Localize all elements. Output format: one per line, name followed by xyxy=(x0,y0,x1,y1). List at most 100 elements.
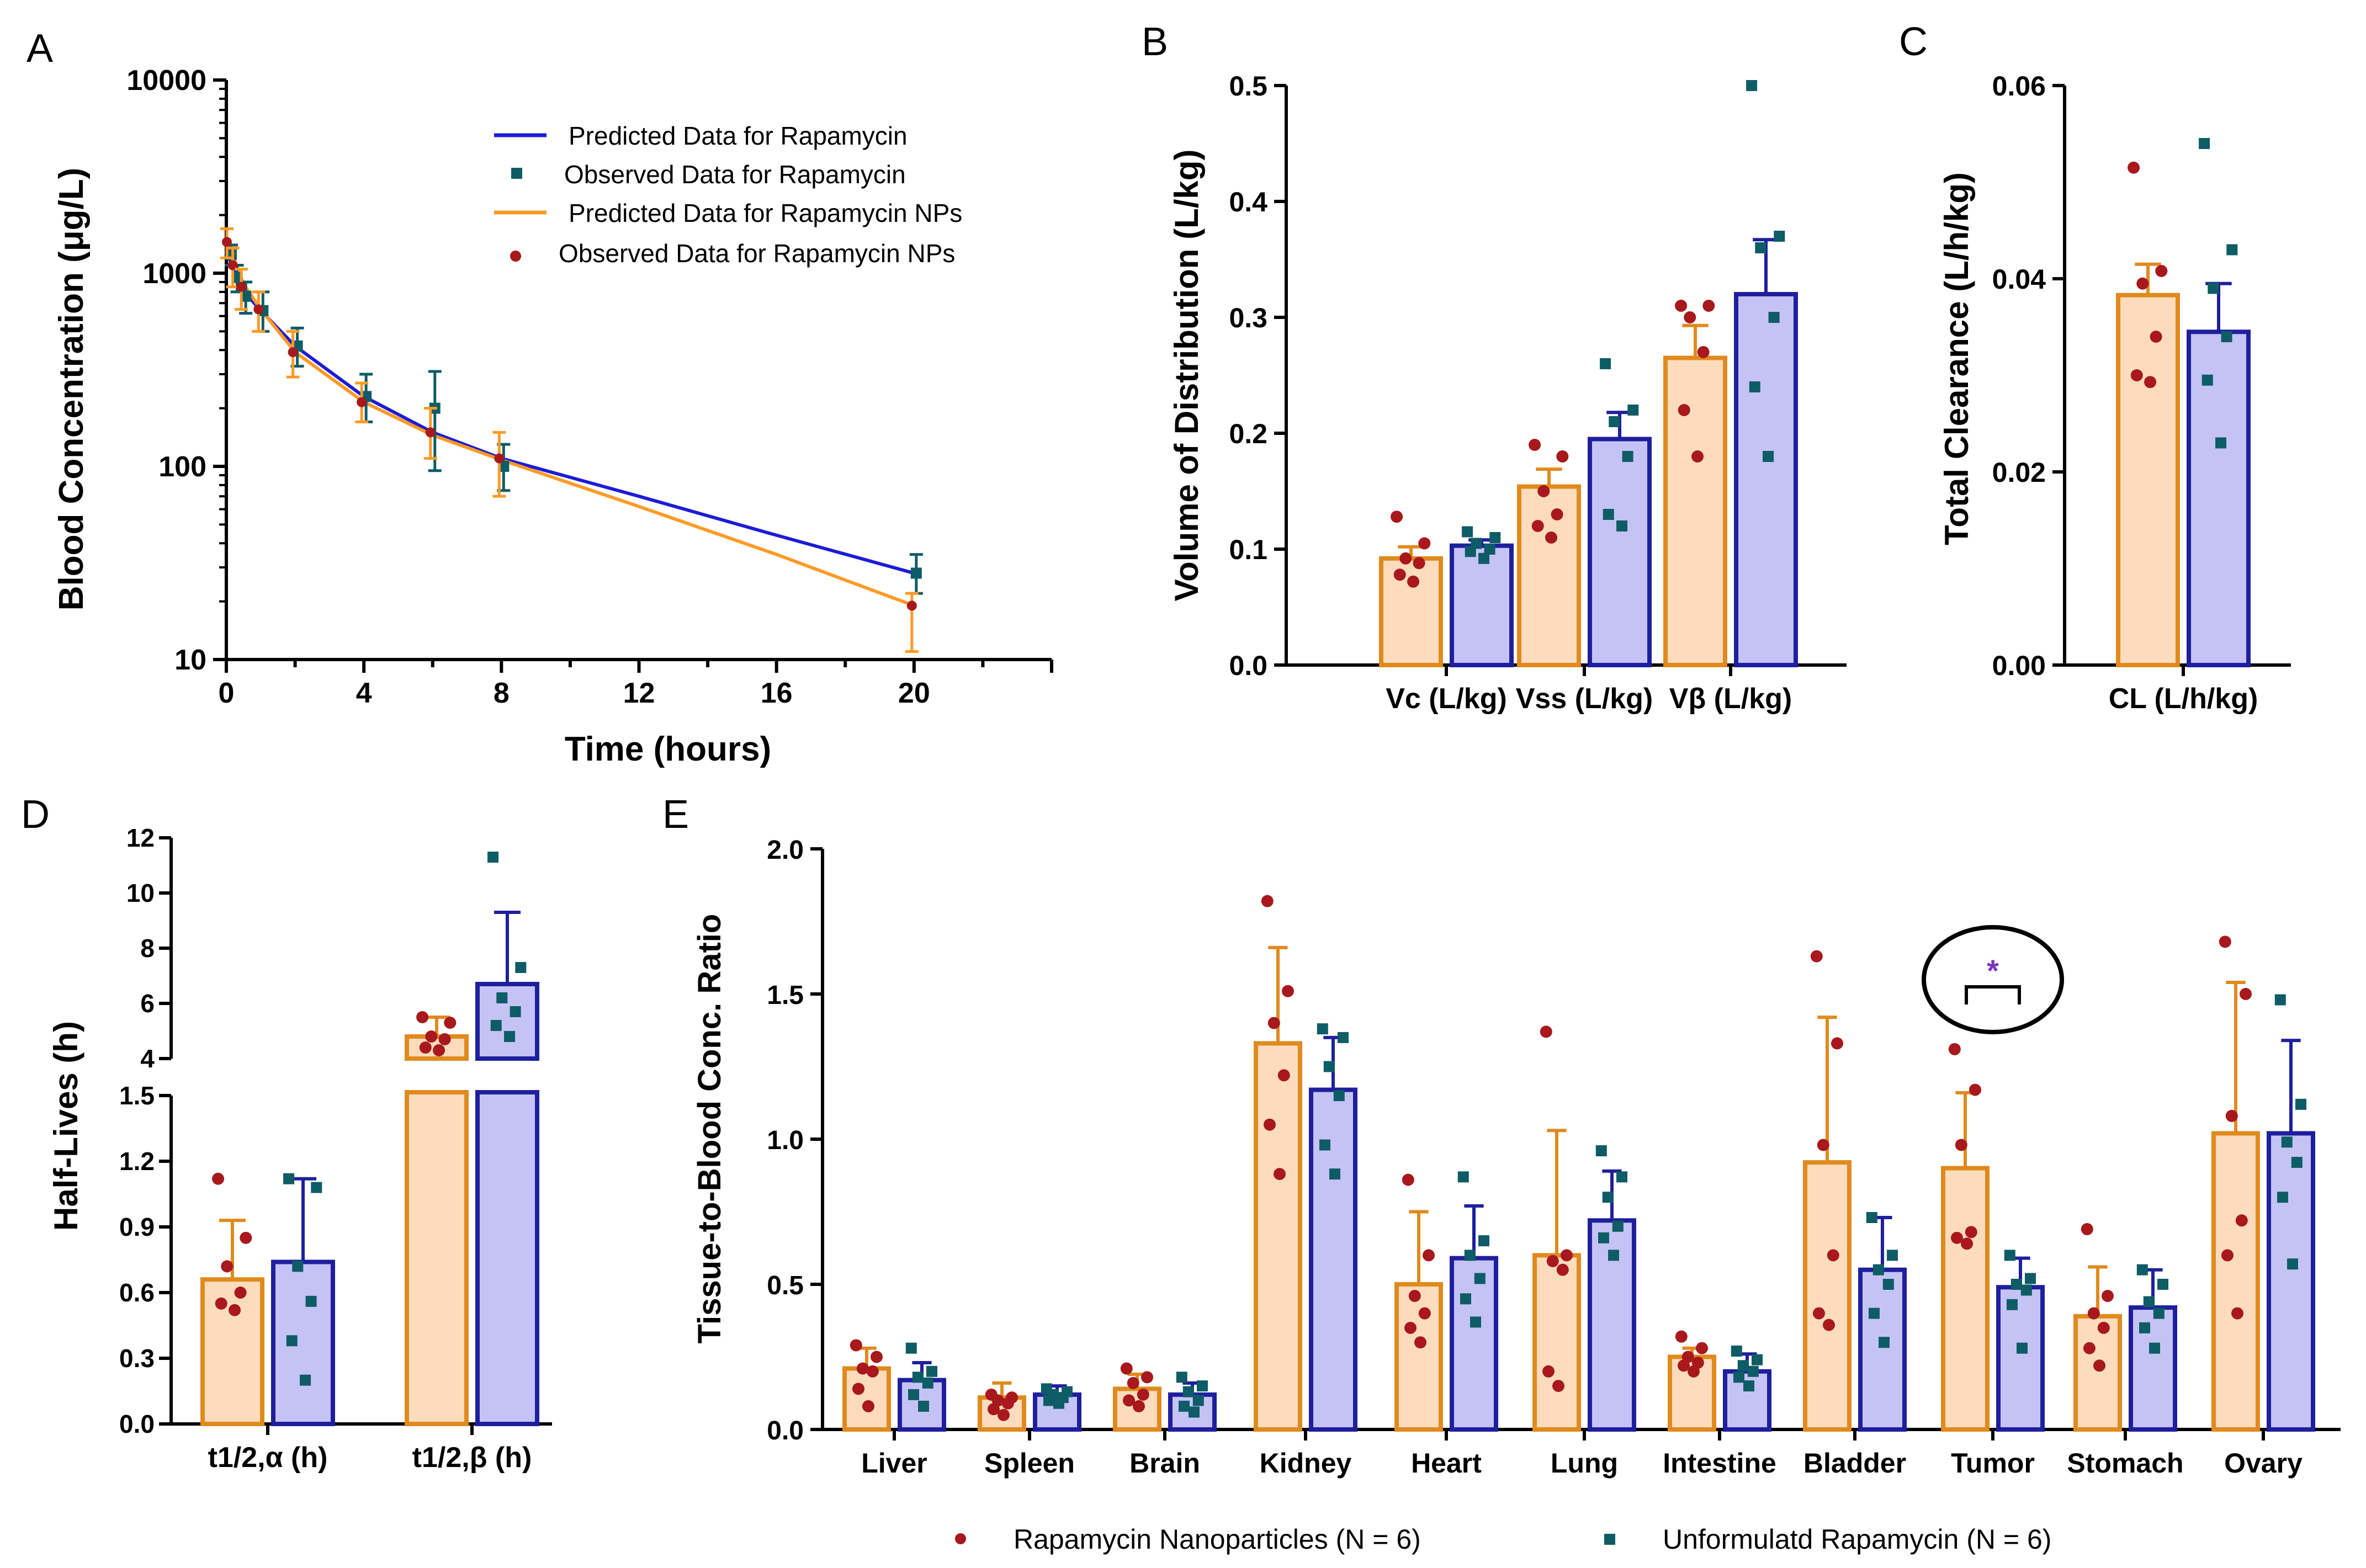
panel-e-np-point xyxy=(1961,1237,1973,1250)
panel-d-bar-lower xyxy=(475,1090,539,1426)
panel-b-np-point xyxy=(1545,531,1558,544)
panel-e-free-point xyxy=(2010,1279,2022,1290)
significance-bracket xyxy=(1965,985,2021,1004)
panel-e-np-point xyxy=(871,1351,883,1363)
panel-b-np-point xyxy=(1531,520,1544,532)
panel-e-np-point xyxy=(1423,1249,1435,1262)
panel-e-free-point xyxy=(2149,1342,2160,1354)
panel-d-free-point xyxy=(305,1295,317,1307)
panel-e-bar xyxy=(1941,1166,1990,1432)
panel-e-np-point xyxy=(1817,1139,1829,1151)
panel-e-free-point xyxy=(1869,1307,1880,1319)
observed-rapamycin-point xyxy=(498,461,510,472)
panel-e-category-label: Kidney xyxy=(1260,1448,1352,1479)
panel-e-bar xyxy=(1858,1267,1907,1432)
panel-b-free-point xyxy=(1746,80,1758,91)
panel-d-category-label: t1/2,α (h) xyxy=(208,1442,328,1474)
panel-b-bar xyxy=(1588,437,1652,667)
panel-e-np-point xyxy=(1120,1362,1133,1375)
panel-e-np-point xyxy=(1418,1307,1431,1320)
panel-d-ytick-label: 0.0 xyxy=(119,1410,155,1438)
panel-e-free-point xyxy=(2136,1264,2148,1275)
panel-e-np-point xyxy=(2240,988,2252,1000)
panel-e-free-point xyxy=(1457,1171,1469,1183)
panel-c-bar xyxy=(2116,293,2180,667)
panel-e-free-point xyxy=(2025,1273,2036,1284)
panel-c-free-point xyxy=(2201,374,2213,386)
panel-e-free-point xyxy=(1182,1386,1194,1397)
panel-e-bar xyxy=(2211,1131,2260,1432)
panel-e-np-point xyxy=(1955,1139,1967,1151)
panel-e-np-point xyxy=(1141,1371,1153,1384)
panel-d-np-point xyxy=(425,1030,438,1043)
legend-e-entry-1: Rapamycin Nanoparticles (N = 6) xyxy=(1014,1524,1421,1555)
observed-nps-point xyxy=(288,347,298,358)
panel-b-bar xyxy=(1663,355,1727,667)
panel-b-np-point xyxy=(1675,300,1688,312)
panel-e-np-point xyxy=(998,1408,1010,1421)
panel-c-ytick-label: 0.04 xyxy=(1992,264,2046,295)
panel-c-free-point xyxy=(2208,283,2219,294)
panel-e-free-point xyxy=(1053,1397,1064,1409)
panel-e-np-point xyxy=(1546,1255,1559,1267)
panel-b-ytick-label: 0.5 xyxy=(1229,71,1267,102)
panel-a-xtick-label: 20 xyxy=(898,677,930,709)
panel-e-category-label: Spleen xyxy=(984,1448,1075,1479)
panel-e-free-point xyxy=(1333,1090,1345,1102)
panel-d-free-point xyxy=(292,1261,304,1272)
panel-e-np-point xyxy=(2231,1307,2243,1320)
panel-d-bar xyxy=(200,1277,264,1426)
panel-a-xtick-label: 0 xyxy=(219,677,235,709)
chart-c: 0.00 0.02 0.04 0.06 CL (L/h/kg) xyxy=(1992,71,2291,715)
legend-e-entry-2: Unformulatd Rapamycin (N = 6) xyxy=(1663,1524,2051,1555)
panel-e-free-point xyxy=(1478,1235,1489,1247)
panel-a-ytick-label: 10000 xyxy=(126,65,206,97)
panel-e-free-point xyxy=(1879,1337,1890,1348)
panel-b-category-label: Vc (L/kg) xyxy=(1386,683,1507,715)
panel-e-free-point xyxy=(2020,1284,2032,1296)
panel-b-free-point xyxy=(1749,381,1760,392)
panel-e-ylabel: Tissue-to-Blood Conc. Ratio xyxy=(692,914,728,1344)
panel-e-np-point xyxy=(1274,1168,1286,1181)
panel-e-category-label: Lung xyxy=(1551,1448,1618,1479)
panel-e-np-point xyxy=(1264,1118,1276,1131)
panel-c-ylabel: Total Clearance (L/h/kg) xyxy=(1938,172,1975,545)
panel-e-free-point xyxy=(905,1342,917,1354)
panel-b-np-point xyxy=(1529,439,1541,451)
panel-e-np-point xyxy=(1823,1319,1835,1331)
panel-d-ytick-label: 0.6 xyxy=(119,1278,155,1307)
panel-e-free-point xyxy=(2004,1250,2015,1261)
observed-nps-point xyxy=(494,453,505,464)
panel-c-category-label: CL (L/h/kg) xyxy=(2109,683,2258,715)
panel-e-ytick-label: 0.5 xyxy=(767,1271,804,1300)
panel-e-bar xyxy=(2129,1305,2177,1432)
panel-d-np-point xyxy=(240,1231,252,1244)
panel-b-free-point xyxy=(1774,231,1785,242)
significance-star: * xyxy=(1987,953,1999,988)
panel-b-np-point xyxy=(1391,511,1403,523)
panel-e-category-label: Bladder xyxy=(1803,1448,1906,1479)
panel-d-np-point xyxy=(419,1041,432,1054)
panel-c-np-point xyxy=(2144,376,2157,389)
panel-b-ytick-label: 0.4 xyxy=(1229,187,1267,217)
panel-e-np-point xyxy=(2097,1321,2110,1334)
panel-e-free-point xyxy=(1872,1264,1884,1275)
observed-rapamycin-point xyxy=(910,567,922,579)
panel-e-np-point xyxy=(856,1362,869,1375)
panel-b-np-point xyxy=(1551,508,1563,520)
panel-e-free-point xyxy=(1731,1345,1742,1357)
panel-e-bar xyxy=(1394,1282,1443,1432)
panel-label-e: E xyxy=(662,793,689,837)
panel-d-free-point xyxy=(490,1020,502,1031)
panel-e-category-label: Stomach xyxy=(2067,1448,2183,1479)
panel-b-free-point xyxy=(1600,358,1611,369)
panel-e-free-point xyxy=(2153,1307,2165,1319)
panel-d-np-point xyxy=(212,1172,225,1185)
panel-e-np-point xyxy=(1831,1037,1843,1050)
panel-e-bar xyxy=(1532,1253,1581,1432)
panel-e-free-point xyxy=(1197,1380,1208,1392)
panel-e-legend: Rapamycin Nanoparticles (N = 6) Unformul… xyxy=(955,1524,2051,1555)
panel-c-np-point xyxy=(2150,331,2162,343)
panel-e-category-label: Liver xyxy=(861,1448,927,1479)
panel-e-free-point xyxy=(1608,1250,1619,1261)
